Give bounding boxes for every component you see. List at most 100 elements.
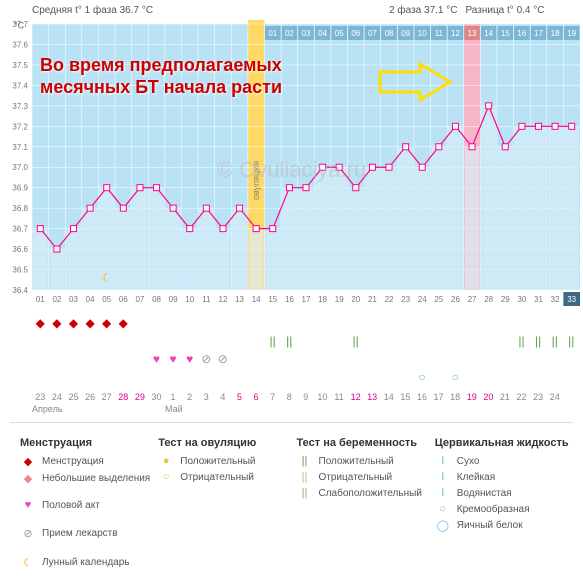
- calendar-months: Апрель Май: [0, 404, 583, 414]
- bbt-chart-container: Средняя t° 1 фаза 36.7 °C 2 фаза 37.1 °C…: [0, 0, 583, 583]
- legend-icon: ●: [158, 455, 174, 467]
- svg-text:36.9: 36.9: [12, 184, 28, 193]
- svg-text:19: 19: [335, 295, 344, 304]
- legend-icon: ||: [297, 455, 313, 467]
- svg-text:17: 17: [534, 29, 543, 38]
- svg-text:21: 21: [368, 295, 377, 304]
- svg-text:13: 13: [235, 295, 244, 304]
- legend-label: Прием лекарств: [42, 528, 118, 539]
- menstruation-row: ◆◆◆◆◆◆: [32, 314, 583, 332]
- legend-icon: I: [435, 455, 451, 467]
- legend-item: ○Отрицательный: [158, 471, 296, 483]
- svg-text:09: 09: [169, 295, 178, 304]
- legend-icon: ♥: [20, 499, 36, 511]
- svg-text:06: 06: [351, 29, 360, 38]
- legend-label: Менструация: [42, 456, 104, 467]
- phase2-avg: 2 фаза 37.1 °C: [389, 5, 457, 16]
- month2-label: Май: [165, 404, 183, 414]
- legend-item: ◯ Яичный белок: [435, 519, 573, 532]
- svg-text:02: 02: [285, 29, 294, 38]
- legend-label: Водянистая: [457, 488, 512, 499]
- svg-text:36.8: 36.8: [12, 204, 28, 213]
- svg-text:08: 08: [385, 29, 394, 38]
- annotation-text: Во время предполагаемых месячных БТ нача…: [40, 55, 282, 98]
- svg-text:29: 29: [501, 295, 510, 304]
- svg-text:09: 09: [401, 29, 410, 38]
- chart-area: овуляция01020304050607080910111213141516…: [0, 20, 583, 310]
- svg-text:27: 27: [468, 295, 477, 304]
- svg-text:37.6: 37.6: [12, 40, 28, 49]
- legend-item: ☾Лунный календарь: [20, 556, 130, 569]
- legend-icon: ||: [297, 487, 313, 499]
- legend-col-mens: Менструация ◆ Менструация ◆ Небольшие выдел…: [20, 437, 158, 573]
- svg-text:03: 03: [69, 295, 78, 304]
- legend: Менструация ◆ Менструация ◆ Небольшие выдел…: [0, 423, 583, 583]
- svg-text:28: 28: [484, 295, 493, 304]
- svg-text:14: 14: [484, 29, 493, 38]
- svg-text:36.6: 36.6: [12, 245, 28, 254]
- svg-text:16: 16: [517, 29, 526, 38]
- svg-text:02: 02: [52, 295, 61, 304]
- svg-text:31: 31: [534, 295, 543, 304]
- legend-item: ◆ Менструация: [20, 455, 158, 468]
- svg-text:18: 18: [318, 295, 327, 304]
- svg-text:15: 15: [268, 295, 277, 304]
- svg-text:24: 24: [418, 295, 427, 304]
- legend-label: Кремообразная: [457, 504, 530, 515]
- svg-text:36.4: 36.4: [12, 286, 28, 295]
- svg-text:12: 12: [451, 29, 460, 38]
- legend-item: ⊘ Прием лекарств: [20, 527, 118, 540]
- svg-text:06: 06: [119, 295, 128, 304]
- calendar-dates: 2324252627282930123456789101112131415161…: [0, 392, 583, 402]
- svg-text:37.5: 37.5: [12, 61, 28, 70]
- legend-item: ♥ Половой акт: [20, 499, 100, 511]
- svg-text:19: 19: [567, 29, 576, 38]
- svg-text:08: 08: [152, 295, 161, 304]
- svg-text:15: 15: [501, 29, 510, 38]
- legend-item: ||Отрицательный: [297, 471, 435, 483]
- arrow-icon: [375, 62, 455, 102]
- legend-item: ◆ Небольшие выделения: [20, 472, 158, 485]
- legend-label: Отрицательный: [319, 472, 393, 483]
- legend-label: Лунный календарь: [42, 557, 130, 568]
- svg-text:03: 03: [302, 29, 311, 38]
- legend-title: Менструация: [20, 437, 158, 449]
- legend-label: Яичный белок: [457, 520, 523, 531]
- chart-header: Средняя t° 1 фаза 36.7 °C 2 фаза 37.1 °C…: [0, 0, 583, 20]
- legend-label: Небольшие выделения: [42, 473, 150, 484]
- ovtest-row: ||||||||||||||: [32, 332, 583, 350]
- legend-col-cervix: Цервикальная жидкость IСухоIКлейкаяIВодя…: [435, 437, 573, 573]
- legend-label: Сухо: [457, 456, 480, 467]
- svg-text:32: 32: [551, 295, 560, 304]
- legend-icon: ◆: [20, 455, 36, 468]
- legend-item: ● Положительный: [158, 455, 296, 467]
- svg-text:11: 11: [202, 295, 211, 304]
- legend-item: IВодянистая: [435, 487, 573, 499]
- legend-item: I Сухо: [435, 455, 573, 467]
- svg-text:овуляция: овуляция: [251, 161, 261, 200]
- legend-icon: I: [435, 471, 451, 483]
- legend-item: || Слабоположительный: [297, 487, 435, 499]
- svg-text:36.7: 36.7: [12, 225, 28, 234]
- svg-text:37.4: 37.4: [12, 81, 28, 90]
- svg-text:37.0: 37.0: [12, 163, 28, 172]
- svg-text:22: 22: [385, 295, 394, 304]
- temp-diff: Разница t° 0.4 °C: [465, 5, 544, 16]
- legend-icon: ○: [435, 503, 451, 515]
- legend-icon: ○: [158, 471, 174, 483]
- legend-icon: ⊘: [20, 527, 36, 540]
- legend-col-ovtest: Тест на овуляцию ●Положительный○Отрицате…: [158, 437, 296, 573]
- legend-item: ○ Кремообразная: [435, 503, 573, 515]
- legend-icon: ◯: [435, 519, 451, 532]
- legend-icon: ◆: [20, 472, 36, 485]
- legend-label: Клейкая: [457, 472, 495, 483]
- legend-label: Половой акт: [42, 500, 100, 511]
- legend-label: Положительный: [319, 456, 394, 467]
- svg-text:37.3: 37.3: [12, 102, 28, 111]
- svg-text:20: 20: [351, 295, 360, 304]
- intercourse-row: ♥♥♥⊘⊘: [32, 350, 583, 368]
- svg-text:13: 13: [468, 29, 477, 38]
- svg-text:25: 25: [434, 295, 443, 304]
- legend-label: Слабоположительный: [319, 488, 422, 499]
- legend-label: Положительный: [180, 456, 255, 467]
